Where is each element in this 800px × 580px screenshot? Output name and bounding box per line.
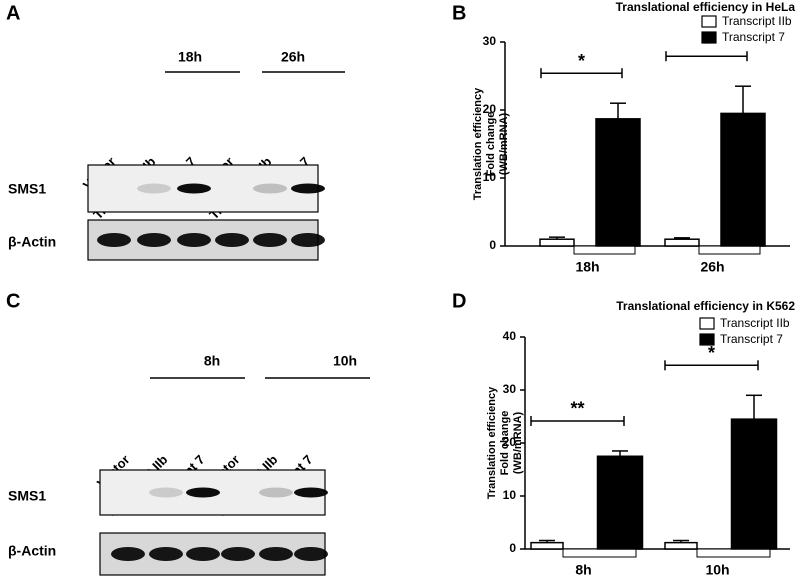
legend-label: Transcript IIb (720, 316, 790, 330)
band (186, 547, 220, 561)
bar (664, 541, 698, 550)
error-bar (612, 450, 628, 457)
legend-swatch (701, 15, 717, 28)
panel-label: D (452, 290, 466, 312)
y-axis-label: Fold change (499, 411, 511, 476)
x-tick-label: 10h (705, 562, 729, 578)
band (294, 487, 328, 498)
row-label: SMS1 (8, 488, 46, 504)
band (291, 233, 325, 247)
panel-label: B (452, 2, 466, 24)
legend-label: Transcript 7 (720, 332, 783, 346)
bar (664, 238, 700, 247)
legend-label: Transcript IIb (722, 14, 792, 28)
y-axis-label: Translation efficiency (472, 87, 484, 200)
error-bar (549, 236, 565, 240)
y-tick-label: 40 (503, 329, 517, 343)
bar (595, 118, 641, 247)
error-bar (673, 539, 689, 543)
band (221, 547, 255, 561)
error-bar (746, 394, 762, 420)
bar (730, 418, 778, 550)
row-label: β-Actin (8, 543, 56, 559)
y-axis-label: Translation efficiency (486, 386, 498, 499)
chart-title: Translational efficiency in HeLa (616, 0, 796, 14)
axis-artifact (573, 245, 636, 255)
group-label: 8h (204, 353, 220, 369)
band (149, 547, 183, 561)
legend-swatch (699, 333, 715, 346)
y-tick-label: 10 (503, 488, 517, 502)
axis-artifact (698, 245, 761, 255)
legend-swatch (699, 317, 715, 330)
band (215, 233, 249, 247)
x-tick-label: 18h (575, 259, 599, 275)
x-tick-label: 26h (700, 259, 724, 275)
band (177, 233, 211, 247)
bar (720, 112, 766, 247)
band (253, 183, 287, 194)
band (177, 183, 211, 194)
y-tick-label: 0 (489, 238, 496, 252)
panel-label: A (6, 2, 20, 24)
significance-label: * (703, 34, 710, 54)
y-axis-label: (WB/mRNA) (512, 412, 524, 475)
error-bar (539, 539, 555, 543)
axis-artifact (696, 548, 771, 558)
axis-artifact (562, 548, 637, 558)
group-label: 10h (333, 353, 357, 369)
band (259, 547, 293, 561)
row-label: β-Actin (8, 234, 56, 250)
band (137, 233, 171, 247)
y-tick-label: 20 (483, 102, 497, 116)
y-tick-label: 0 (509, 541, 516, 555)
y-tick-label: 30 (483, 34, 497, 48)
band (111, 547, 145, 561)
band (291, 183, 325, 194)
row-label: SMS1 (8, 181, 46, 197)
group-label: 26h (281, 49, 305, 65)
y-axis-label: (WB/mRNA) (498, 113, 510, 176)
band (137, 183, 171, 194)
legend-swatch (701, 31, 717, 44)
panel-label: C (6, 290, 20, 312)
y-tick-label: 30 (503, 382, 517, 396)
bar (539, 238, 575, 247)
band (259, 487, 293, 498)
band (149, 487, 183, 498)
band (253, 233, 287, 247)
band (186, 487, 220, 498)
group-label: 18h (178, 49, 202, 65)
chart-title: Translational efficiency in K562 (616, 299, 795, 313)
bar (530, 541, 564, 550)
y-axis-label: Fold change (485, 112, 497, 177)
band (97, 233, 131, 247)
error-bar (674, 237, 690, 240)
bar (596, 455, 644, 550)
significance-label: * (578, 51, 585, 71)
error-bar (610, 102, 626, 119)
band (294, 547, 328, 561)
y-tick-label: 20 (503, 435, 517, 449)
error-bar (735, 85, 751, 114)
y-tick-label: 10 (483, 170, 497, 184)
legend-label: Transcript 7 (722, 30, 785, 44)
significance-label: ** (570, 399, 584, 419)
significance-label: * (708, 343, 715, 363)
x-tick-label: 8h (575, 562, 591, 578)
